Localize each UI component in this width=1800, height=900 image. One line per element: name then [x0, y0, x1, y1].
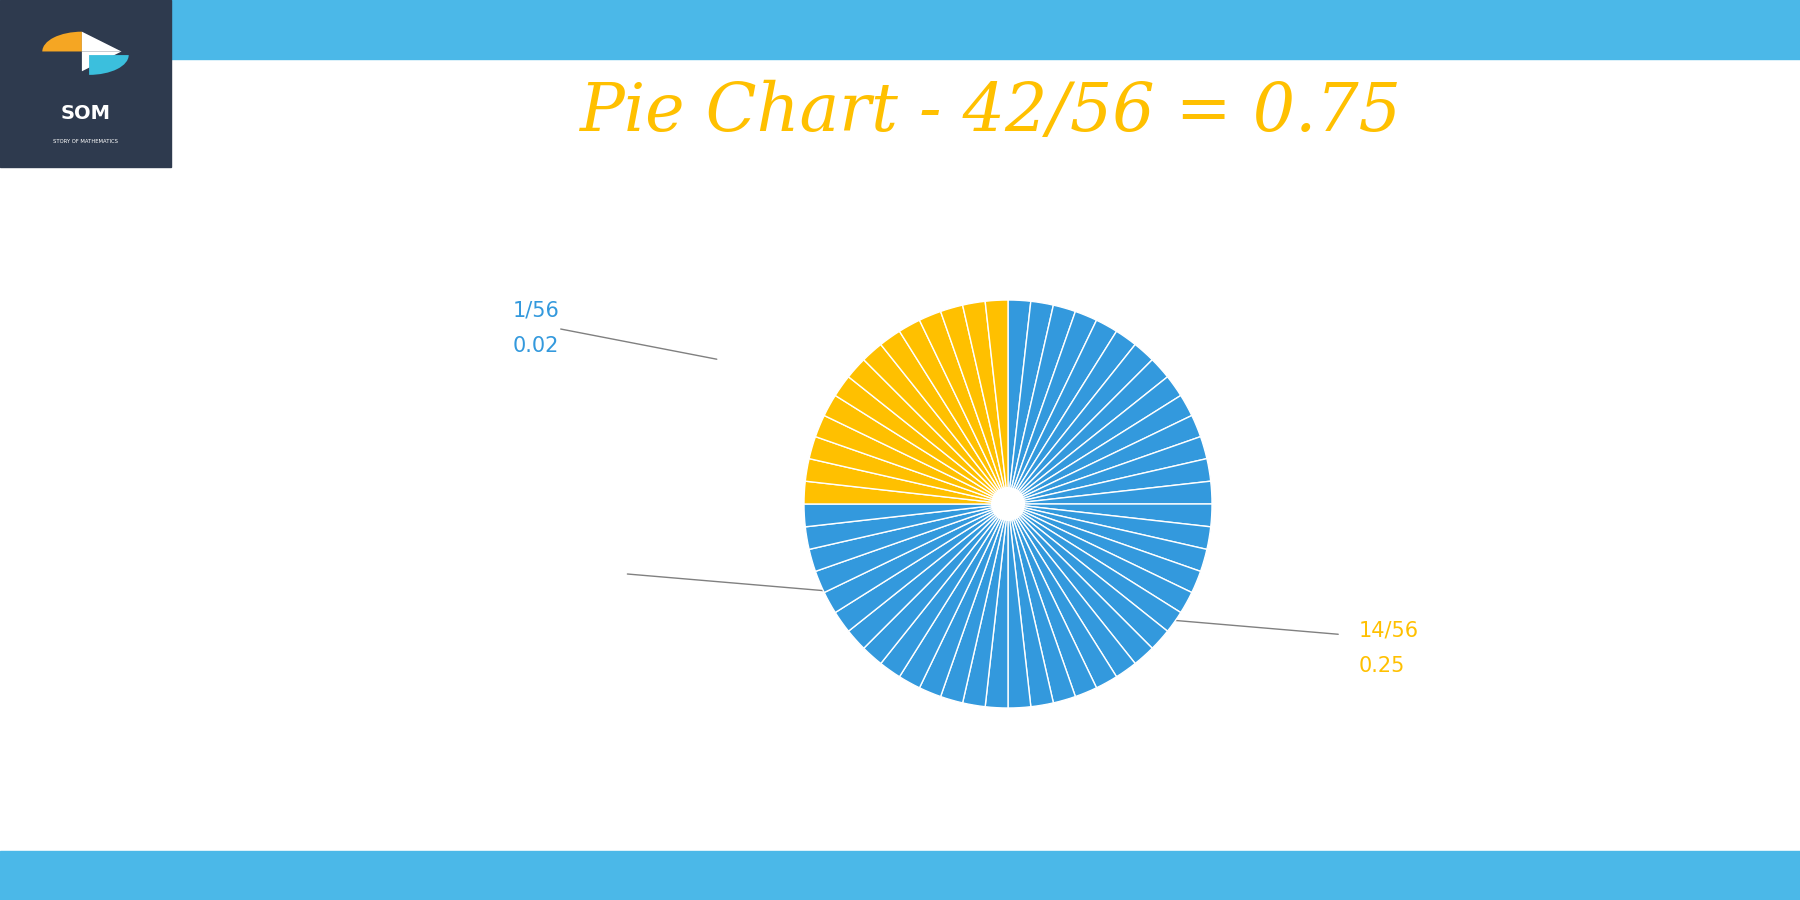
Text: 0.02: 0.02 [513, 337, 560, 356]
Bar [0, 850, 1800, 900]
Wedge shape [1008, 504, 1181, 631]
Wedge shape [880, 504, 1008, 677]
Text: 14/56: 14/56 [1359, 620, 1418, 640]
Polygon shape [81, 51, 122, 71]
Wedge shape [805, 459, 1008, 504]
Wedge shape [1008, 436, 1206, 504]
Wedge shape [848, 360, 1008, 504]
Wedge shape [815, 416, 1008, 504]
Wedge shape [864, 504, 1008, 663]
Wedge shape [1008, 305, 1075, 504]
Wedge shape [824, 395, 1008, 504]
Wedge shape [805, 482, 1008, 504]
Wedge shape [1008, 504, 1096, 697]
Wedge shape [1008, 504, 1211, 526]
Wedge shape [1008, 504, 1136, 677]
Wedge shape [43, 32, 81, 51]
Wedge shape [880, 331, 1008, 504]
Wedge shape [824, 504, 1008, 613]
Wedge shape [1008, 377, 1181, 504]
Wedge shape [1008, 360, 1168, 504]
Bar [0, 0, 1800, 58]
Wedge shape [1008, 311, 1096, 504]
Circle shape [992, 488, 1024, 520]
Wedge shape [810, 436, 1008, 504]
Text: SOM: SOM [61, 104, 110, 122]
Wedge shape [920, 504, 1008, 697]
Wedge shape [835, 504, 1008, 631]
Wedge shape [1008, 300, 1031, 504]
Wedge shape [985, 300, 1008, 504]
Wedge shape [810, 504, 1008, 572]
Wedge shape [835, 377, 1008, 504]
Wedge shape [963, 504, 1008, 706]
Wedge shape [1008, 504, 1201, 592]
Wedge shape [1008, 504, 1075, 703]
Text: Pie Chart - 42/56 = 0.75: Pie Chart - 42/56 = 0.75 [580, 80, 1400, 145]
Wedge shape [1008, 504, 1211, 549]
Text: 0.25: 0.25 [1359, 656, 1406, 676]
Wedge shape [900, 504, 1008, 688]
Wedge shape [848, 504, 1008, 648]
Wedge shape [941, 504, 1008, 703]
Wedge shape [1008, 504, 1053, 706]
Wedge shape [1008, 482, 1211, 504]
Wedge shape [1008, 416, 1201, 504]
Wedge shape [920, 311, 1008, 504]
Wedge shape [805, 504, 1008, 526]
Wedge shape [1008, 302, 1053, 504]
Bar [0, 0, 171, 166]
Polygon shape [81, 32, 122, 51]
Wedge shape [900, 320, 1008, 504]
Wedge shape [815, 504, 1008, 592]
Wedge shape [963, 302, 1008, 504]
Text: 1/56: 1/56 [513, 301, 560, 320]
Wedge shape [805, 504, 1008, 549]
Wedge shape [1008, 320, 1116, 504]
Wedge shape [1008, 345, 1152, 504]
Wedge shape [1008, 395, 1192, 504]
Wedge shape [1008, 459, 1211, 504]
Wedge shape [864, 345, 1008, 504]
Wedge shape [985, 504, 1008, 708]
Wedge shape [88, 55, 130, 75]
Wedge shape [1008, 504, 1116, 688]
Wedge shape [1008, 504, 1168, 648]
Wedge shape [941, 305, 1008, 504]
Wedge shape [1008, 504, 1192, 613]
Wedge shape [1008, 504, 1206, 572]
Wedge shape [1008, 504, 1031, 708]
Wedge shape [1008, 331, 1136, 504]
Text: STORY OF MATHEMATICS: STORY OF MATHEMATICS [52, 139, 119, 144]
Wedge shape [1008, 504, 1152, 663]
